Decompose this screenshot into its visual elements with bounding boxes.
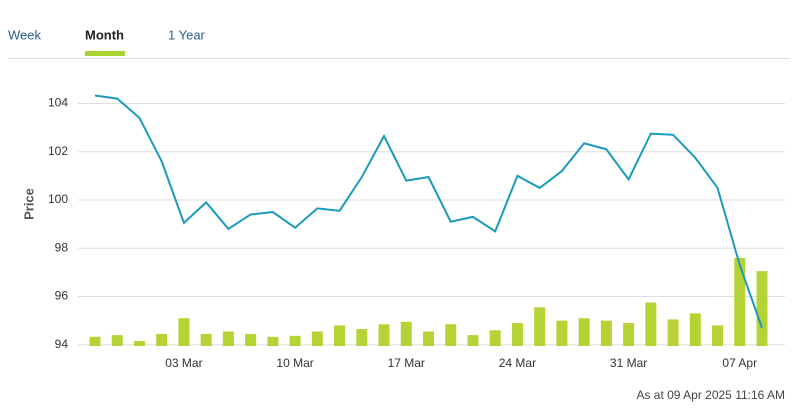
- volume-bar: [334, 325, 346, 346]
- y-tick-label: 98: [55, 240, 69, 254]
- x-tick-label: 17 Mar: [388, 356, 425, 370]
- volume-bar: [178, 318, 190, 346]
- volume-bar: [578, 318, 590, 346]
- volume-bar: [511, 323, 523, 346]
- y-tick-label: 94: [55, 337, 69, 351]
- volume-bar: [289, 335, 301, 346]
- footer-timestamp: As at 09 Apr 2025 11:16 AM: [636, 388, 785, 402]
- tab[interactable]: Month: [85, 27, 124, 42]
- x-tick-label: 07 Apr: [722, 356, 757, 370]
- price-line: [94, 94, 763, 329]
- x-tick-label: 10 Mar: [276, 356, 313, 370]
- y-tick-label: 100: [48, 192, 68, 206]
- volume-bar: [200, 333, 212, 346]
- volume-bar: [667, 319, 679, 346]
- volume-bar: [267, 336, 279, 346]
- volume-bar: [756, 271, 768, 346]
- volume-bar: [645, 302, 657, 346]
- volume-bar: [423, 331, 434, 346]
- x-tick-label: 24 Mar: [499, 356, 536, 370]
- volume-bar: [467, 335, 479, 346]
- volume-bar: [534, 307, 546, 346]
- y-tick-label: 104: [48, 96, 68, 110]
- volume-bar: [245, 333, 257, 346]
- tab[interactable]: Week: [8, 27, 41, 42]
- y-axis-label: Price: [21, 188, 36, 220]
- volume-bar: [400, 321, 412, 346]
- tab-underline: [85, 51, 125, 56]
- volume-bar: [600, 320, 612, 346]
- volume-bar: [356, 329, 368, 346]
- volume-bar: [712, 325, 724, 346]
- volume-bar: [556, 320, 568, 346]
- volume-bar: [378, 324, 390, 346]
- volume-bar: [111, 335, 123, 346]
- tab[interactable]: 1 Year: [168, 27, 206, 42]
- volume-bar: [734, 257, 746, 346]
- volume-bar: [489, 330, 501, 346]
- volume-bar: [689, 313, 701, 346]
- volume-bar: [89, 336, 101, 346]
- y-tick-label: 102: [48, 144, 68, 158]
- volume-bar: [623, 323, 635, 346]
- volume-bar: [311, 331, 323, 346]
- y-tick-label: 96: [55, 289, 69, 303]
- volume-bar: [156, 333, 168, 346]
- volume-bar: [445, 324, 457, 346]
- x-tick-label: 31 Mar: [610, 356, 647, 370]
- x-tick-label: 03 Mar: [165, 356, 202, 370]
- volume-bar: [133, 340, 145, 346]
- volume-bar: [222, 331, 234, 346]
